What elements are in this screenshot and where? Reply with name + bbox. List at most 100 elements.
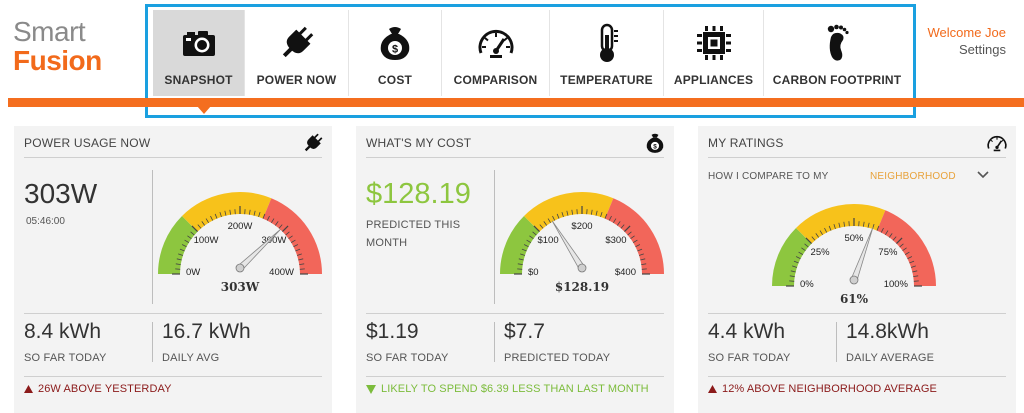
- gauge-tick: [824, 227, 828, 233]
- gauge-tick: [888, 233, 893, 238]
- stat-daily-average: 14.8kWh DAILY AVERAGE: [846, 320, 934, 364]
- gauge-tick-label: $400: [615, 267, 636, 278]
- ratings-footer: 12% ABOVE NEIGHBORHOOD AVERAGE: [708, 383, 937, 395]
- nav-cost[interactable]: $ COST: [349, 10, 442, 96]
- gauge-tick: [793, 260, 799, 264]
- gauge-tick: [547, 218, 551, 224]
- compare-label: HOW I COMPARE TO MY: [708, 171, 829, 182]
- divider: [152, 170, 153, 304]
- nav-label: SNAPSHOT: [164, 73, 233, 87]
- nav-comparison[interactable]: COMPARISON: [442, 10, 550, 96]
- gauge-tick: [899, 243, 904, 248]
- footprint-icon: [817, 23, 857, 63]
- gauge-readout: 303W: [221, 280, 260, 294]
- money-bag-icon: $: [644, 132, 666, 154]
- compare-selector[interactable]: HOW I COMPARE TO MY NEIGHBORHOOD: [708, 171, 1006, 182]
- camera-icon: [179, 23, 219, 63]
- nav-appliances[interactable]: APPLIANCES: [664, 10, 764, 96]
- gauge-tick: [804, 243, 809, 248]
- nav-power-now[interactable]: POWER NOW: [245, 10, 349, 96]
- gauge-tick: [627, 231, 632, 236]
- card-title: WHAT'S MY COST: [366, 136, 472, 150]
- gauge-tick: [556, 213, 560, 219]
- nav-label: POWER NOW: [256, 73, 337, 87]
- gauge-tick: [197, 224, 202, 229]
- gauge-tick: [635, 244, 641, 248]
- nav-label: CARBON FOOTPRINT: [772, 73, 902, 87]
- gauge-tick: [641, 263, 647, 266]
- gauge-tick-label: 200W: [228, 221, 253, 232]
- gauge-tick: [219, 212, 222, 218]
- gauge-tick: [179, 248, 185, 252]
- gauge-tick: [604, 213, 608, 219]
- speedometer-icon: [476, 23, 516, 63]
- stat-label: DAILY AVERAGE: [846, 352, 935, 364]
- gauge-tick-label: 75%: [878, 247, 898, 258]
- logo-line1: Smart: [13, 16, 86, 47]
- divider: [494, 322, 495, 362]
- gauge-tick: [296, 253, 302, 256]
- gauge-tick: [529, 235, 534, 240]
- gauge-readout: $128.19: [555, 280, 609, 294]
- svg-text:$: $: [653, 144, 657, 151]
- divider: [24, 313, 322, 314]
- gauge-tick: [907, 256, 913, 260]
- gauge-tick: [608, 215, 612, 221]
- gauge-tick: [795, 256, 801, 260]
- compare-value[interactable]: NEIGHBORHOOD: [870, 171, 956, 182]
- gauge-tick: [299, 263, 305, 266]
- gauge-tick: [543, 221, 548, 226]
- gauge-tick: [885, 230, 889, 236]
- gauge-tick: [298, 258, 304, 261]
- gauge-tick: [833, 224, 836, 230]
- stat-value: $7.7: [504, 320, 545, 343]
- gauge-tick: [590, 209, 593, 215]
- gauge-tick: [819, 230, 823, 236]
- gauge-tick: [517, 263, 523, 266]
- svg-text:$: $: [392, 44, 398, 56]
- power-value: 303W: [24, 178, 98, 209]
- gauge-tick: [892, 236, 897, 241]
- gauge-readout: 61%: [840, 292, 869, 306]
- gauge-tick: [295, 248, 301, 252]
- nav-label: COMPARISON: [453, 73, 538, 87]
- chevron-down-icon[interactable]: [976, 168, 990, 182]
- cost-footer: LIKELY TO SPEND $6.39 LESS THAN LAST MON…: [366, 383, 649, 395]
- cost-gauge: $0 $100 $200 $300 $400 $128.19: [500, 192, 664, 294]
- gauge-tick: [526, 239, 532, 243]
- settings-link[interactable]: Settings: [959, 42, 1006, 57]
- divider: [366, 313, 664, 314]
- gauge-tick-label: 400W: [269, 267, 294, 278]
- chip-icon: [694, 23, 734, 63]
- gauge-band-yellow: [796, 204, 886, 244]
- up-triangle-icon: [24, 385, 33, 393]
- nav-carbon-footprint[interactable]: CARBON FOOTPRINT: [764, 10, 910, 96]
- stat-daily-avg: 16.7 kWh DAILY AVG: [162, 320, 251, 364]
- ratings-gauge: 0% 25% 50% 75% 100% 61%: [772, 204, 936, 306]
- gauge-tick: [616, 221, 621, 226]
- user-panel: Welcome Joe Settings: [927, 24, 1006, 58]
- ratings-card: MY RATINGS HOW I COMPARE TO MY NEIGHBORH…: [698, 126, 1016, 413]
- cost-card: WHAT'S MY COST $ $128.19 PREDICTED THIS …: [356, 126, 674, 413]
- gauge-tick: [595, 210, 598, 216]
- gauge-tick: [278, 224, 283, 229]
- nav-label: COST: [377, 73, 413, 87]
- gauge-tick: [214, 213, 218, 219]
- nav-temperature[interactable]: TEMPERATURE: [550, 10, 664, 96]
- gauge-tick: [789, 275, 795, 278]
- gauge-tick: [811, 236, 816, 241]
- smartfusion-logo[interactable]: Smart Fusion: [13, 18, 133, 76]
- power-time: 05:46:00: [26, 216, 65, 227]
- gauge-tick-label: 25%: [811, 247, 831, 258]
- active-tab-pointer: [197, 106, 211, 114]
- gauge-tick: [798, 251, 804, 255]
- gauge-tick-label: 100W: [194, 235, 219, 246]
- gauge-band-yellow: [182, 192, 272, 232]
- gauge-tick: [632, 239, 638, 243]
- divider: [24, 376, 322, 377]
- divider: [494, 170, 495, 304]
- nav-snapshot[interactable]: SNAPSHOT: [153, 10, 245, 96]
- footer-text: 12% ABOVE NEIGHBORHOOD AVERAGE: [722, 383, 937, 395]
- cost-value: $128.19: [366, 178, 471, 210]
- power-usage-card: POWER USAGE NOW 303W 05:46:00 0W 100W 200W…: [14, 126, 332, 413]
